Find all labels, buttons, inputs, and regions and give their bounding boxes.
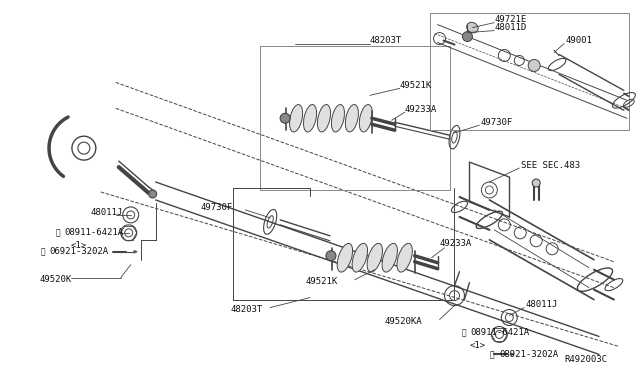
Text: 48203T: 48203T xyxy=(230,305,262,314)
Ellipse shape xyxy=(317,105,330,132)
Text: 49521K: 49521K xyxy=(400,81,432,90)
Text: 49233A: 49233A xyxy=(404,105,437,114)
Circle shape xyxy=(463,32,472,42)
Circle shape xyxy=(326,251,336,261)
Text: Ⓟ: Ⓟ xyxy=(41,247,45,256)
Text: 49233A: 49233A xyxy=(440,239,472,248)
Text: 49730F: 49730F xyxy=(200,203,233,212)
Ellipse shape xyxy=(367,243,383,272)
Ellipse shape xyxy=(352,243,367,272)
Ellipse shape xyxy=(382,243,397,272)
Text: <1>: <1> xyxy=(71,241,87,250)
Circle shape xyxy=(148,190,157,198)
Text: 48011D: 48011D xyxy=(494,23,527,32)
Circle shape xyxy=(280,113,290,123)
Text: 06921-3202A: 06921-3202A xyxy=(49,247,108,256)
Text: Ⓝ: Ⓝ xyxy=(461,328,466,337)
Ellipse shape xyxy=(397,243,412,272)
Ellipse shape xyxy=(289,105,303,132)
Text: SEE SEC.483: SEE SEC.483 xyxy=(521,161,580,170)
Text: Ⓟ: Ⓟ xyxy=(490,350,494,359)
Text: <1>: <1> xyxy=(469,341,486,350)
Text: 08911-6421A: 08911-6421A xyxy=(64,228,123,237)
Text: 08921-3202A: 08921-3202A xyxy=(499,350,559,359)
Text: Ⓝ: Ⓝ xyxy=(56,228,61,237)
Text: 49001: 49001 xyxy=(565,36,592,45)
Bar xyxy=(260,45,449,190)
Ellipse shape xyxy=(467,22,478,33)
Bar xyxy=(429,13,629,130)
Text: 08911-6421A: 08911-6421A xyxy=(470,328,529,337)
Text: 49721E: 49721E xyxy=(494,15,527,24)
Ellipse shape xyxy=(532,179,540,187)
Text: 48203T: 48203T xyxy=(370,36,402,45)
Text: R492003C: R492003C xyxy=(564,355,607,364)
Circle shape xyxy=(528,60,540,71)
Ellipse shape xyxy=(346,105,358,132)
Ellipse shape xyxy=(359,105,372,132)
Text: 49730F: 49730F xyxy=(481,118,513,127)
Text: 49520K: 49520K xyxy=(39,275,71,284)
Ellipse shape xyxy=(332,105,344,132)
Text: 48011J: 48011J xyxy=(525,300,557,309)
Ellipse shape xyxy=(337,243,353,272)
Text: 48011J: 48011J xyxy=(91,208,123,217)
Text: 49521K: 49521K xyxy=(305,277,337,286)
Text: 49520KA: 49520KA xyxy=(385,317,422,326)
Ellipse shape xyxy=(303,105,317,132)
